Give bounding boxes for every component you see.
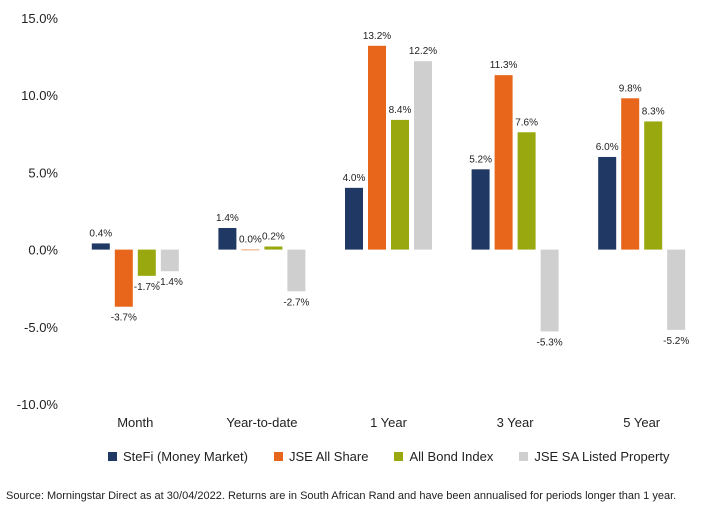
bar-stefi-money-market [91, 243, 110, 250]
y-tick-label: 0.0% [28, 243, 58, 258]
x-tick-label: 5 Year [623, 415, 661, 430]
data-label: 8.4% [389, 105, 412, 116]
data-label: 5.2% [469, 154, 492, 165]
returns-bar-chart: 15.0% 10.0% 5.0% 0.0% -5.0% -10.0% 0.4% -3.7% -… [17, 11, 690, 430]
data-label: 9.8% [619, 83, 642, 94]
bar-all-bond-index [644, 121, 663, 250]
data-label: -1.7% [134, 282, 160, 293]
data-label: -5.2% [663, 336, 689, 347]
bar-stefi-money-market [598, 156, 617, 250]
bar-jse-all-share [494, 75, 513, 250]
bar-all-bond-index [517, 132, 536, 250]
data-label: 8.3% [642, 106, 665, 117]
bar-stefi-money-market [345, 187, 363, 250]
legend-label: All Bond Index [409, 449, 494, 464]
data-label: 0.2% [262, 232, 285, 243]
data-label: 0.0% [239, 235, 262, 246]
x-tick-label: Year-to-date [226, 415, 297, 430]
bar-jse-all-share [114, 249, 133, 307]
legend-swatch [394, 452, 404, 461]
x-tick-label: 3 Year [497, 415, 535, 430]
x-tick-label: 1 Year [370, 415, 408, 430]
legend-swatch [273, 452, 283, 461]
bar-stefi-money-market [218, 227, 237, 250]
legend-label: JSE SA Listed Property [534, 449, 670, 464]
y-axis: 15.0% 10.0% 5.0% 0.0% -5.0% -10.0% [17, 11, 59, 412]
legend-item-stefi: SteFi (Money Market) [108, 449, 248, 464]
y-tick-label: 10.0% [21, 88, 58, 103]
bar-jse-all-share [241, 249, 260, 251]
y-tick-label: 15.0% [21, 11, 58, 26]
data-label: 7.6% [515, 117, 538, 128]
data-label: -3.7% [111, 313, 137, 324]
source-note: Source: Morningstar Direct as at 30/04/2… [6, 490, 677, 502]
x-axis: Month Year-to-date 1 Year 3 Year 5 Year [117, 415, 661, 430]
legend-item-listed-property: JSE SA Listed Property [519, 449, 669, 464]
bar-jse-sa-listed-property [667, 249, 686, 330]
bar-jse-all-share [621, 98, 640, 250]
bar-jse-all-share [368, 45, 386, 250]
data-label: 13.2% [363, 31, 391, 42]
data-label: -5.3% [537, 337, 563, 348]
data-label: 0.4% [89, 228, 112, 239]
bar-jse-sa-listed-property [287, 249, 306, 292]
data-label: 11.3% [490, 60, 518, 71]
legend-label: SteFi (Money Market) [123, 449, 248, 464]
bar-stefi-money-market [471, 169, 490, 250]
y-tick-label: -5.0% [24, 320, 58, 335]
y-tick-label: -10.0% [17, 397, 59, 412]
data-labels-group: 0.4% -3.7% -1.7%-1.4% 1.4%0.0% 0.2% -2.7% 4.0%… [89, 31, 689, 349]
data-label: 12.2% [409, 46, 437, 57]
bar-jse-sa-listed-property [414, 61, 432, 250]
data-label: 6.0% [596, 142, 619, 153]
data-label: 1.4% [216, 213, 239, 224]
bar-all-bond-index [264, 246, 283, 250]
legend-label: JSE All Share [288, 449, 369, 464]
data-label: -2.7% [283, 297, 309, 308]
bar-jse-sa-listed-property [540, 249, 559, 332]
x-tick-label: Month [117, 415, 153, 430]
legend-item-all-bond-index: All Bond Index [394, 449, 493, 464]
bar-jse-sa-listed-property [160, 249, 179, 272]
legend-swatch [519, 452, 529, 461]
bar-all-bond-index [137, 249, 156, 276]
y-tick-label: 5.0% [28, 165, 58, 180]
legend-swatch [108, 452, 117, 461]
bars-group [91, 45, 686, 332]
data-label: -1.4% [157, 277, 183, 288]
data-label: 4.0% [343, 173, 366, 184]
legend: SteFi (Money Market) JSE All Share All B… [108, 449, 695, 464]
bar-all-bond-index [391, 119, 409, 250]
legend-item-jse-all-share: JSE All Share [273, 449, 369, 464]
